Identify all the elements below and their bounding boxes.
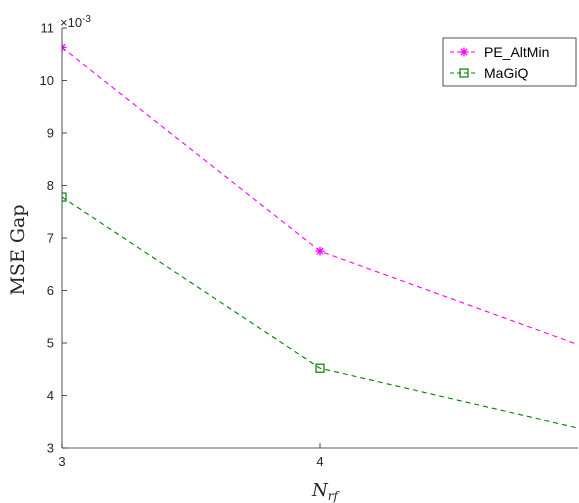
legend-item: PE_AltMin [450,44,549,60]
series-pe-altmin [62,42,578,346]
x-tick-label: 4 [316,454,323,469]
data-point [62,192,67,202]
data-point [62,42,67,52]
y-axis-title: MSE Gap [7,204,29,295]
series-line [62,196,578,429]
legend-marker [459,68,469,78]
legend-label: MaGiQ [484,65,528,81]
data-point [315,363,325,373]
legend-marker [459,47,469,57]
y-tick-label: 6 [47,283,54,298]
y-tick-label: 3 [47,441,54,456]
series-line [62,46,578,346]
x-axis-title: Nrf [311,480,340,503]
x-tick-label: 3 [58,454,65,469]
y-exponent-label: ×10-3 [60,14,91,30]
y-tick-label: 11 [41,21,55,36]
y-tick-label: 4 [47,388,54,403]
series-magiq [62,192,578,429]
y-tick-label: 9 [47,126,54,141]
y-tick-label: 7 [47,231,54,246]
y-tick-label: 10 [40,73,54,88]
data-point [315,246,325,256]
y-tick-label: 8 [47,178,54,193]
legend-label: PE_AltMin [484,44,549,60]
y-tick-label: 5 [47,336,54,351]
legend-item: MaGiQ [450,65,528,81]
plot-area [62,42,578,429]
legend-box [442,37,577,87]
legend: PE_AltMin MaGiQ [442,37,577,87]
axes: 3 4 5 6 7 8 9 10 11 3 4 [40,21,578,469]
